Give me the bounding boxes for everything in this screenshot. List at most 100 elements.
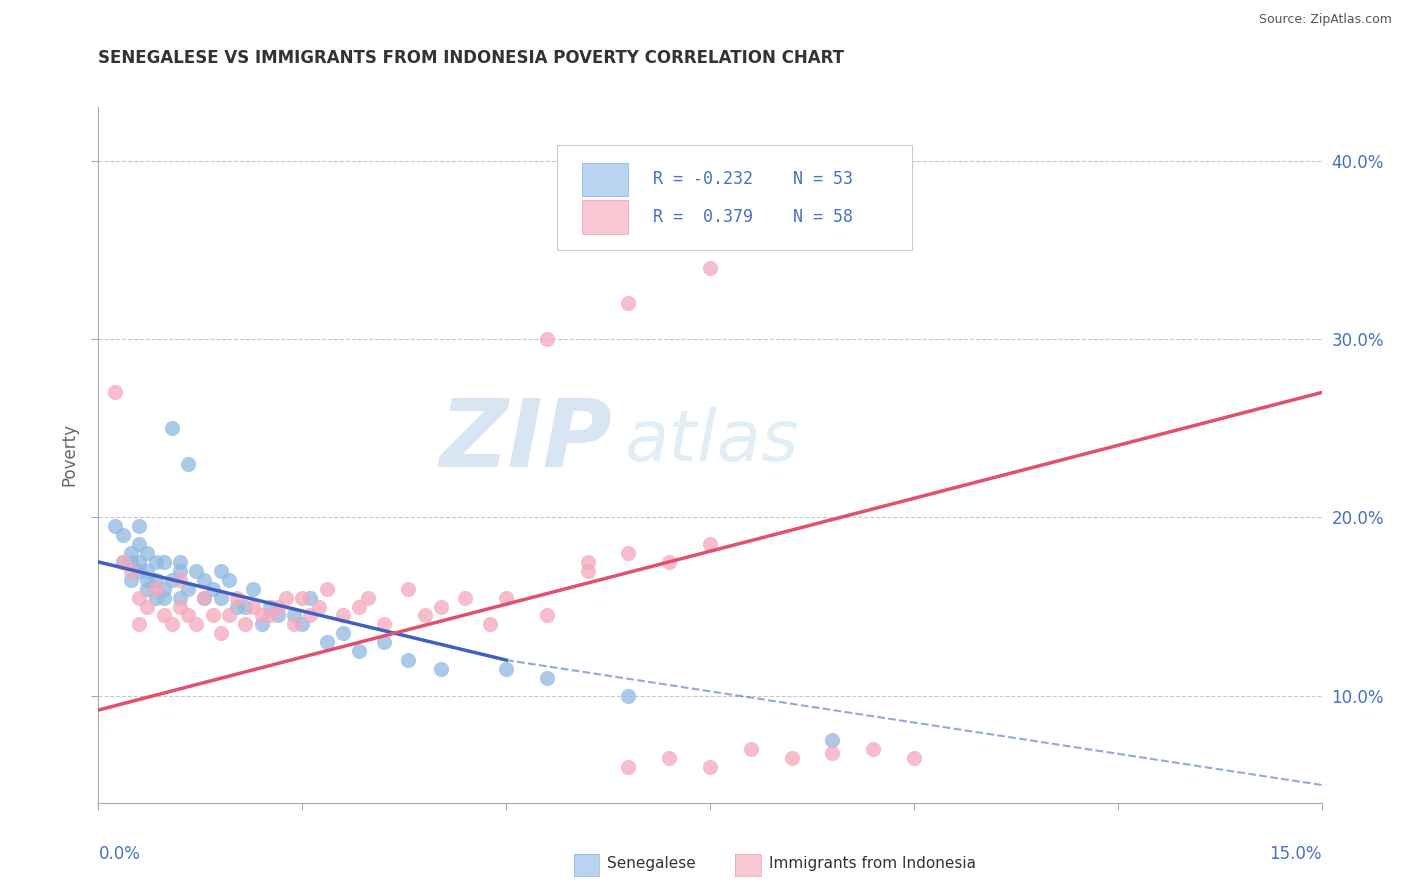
Point: [111, 528, 134, 542]
Text: atlas: atlas: [624, 407, 799, 475]
Point: [308, 599, 330, 614]
Point: [160, 421, 183, 435]
Point: [259, 608, 281, 623]
Point: [356, 591, 378, 605]
Point: [495, 662, 517, 676]
Point: [128, 564, 150, 578]
Point: [152, 555, 174, 569]
Point: [233, 617, 256, 632]
Point: [699, 537, 721, 551]
Point: [413, 608, 436, 623]
Text: 0.0%: 0.0%: [98, 845, 141, 863]
Point: [169, 591, 191, 605]
Point: [193, 591, 215, 605]
Point: [291, 617, 314, 632]
Point: [396, 582, 419, 596]
Point: [128, 555, 150, 569]
Point: [226, 599, 249, 614]
Point: [201, 608, 224, 623]
Point: [169, 555, 191, 569]
Point: [658, 751, 681, 765]
Point: [299, 591, 322, 605]
Point: [111, 555, 134, 569]
Point: [454, 591, 477, 605]
Point: [821, 733, 844, 747]
Point: [283, 617, 305, 632]
Point: [218, 573, 240, 587]
FancyBboxPatch shape: [557, 145, 912, 250]
Point: [120, 555, 142, 569]
Point: [242, 582, 264, 596]
Point: [699, 260, 721, 275]
Point: [136, 573, 159, 587]
Point: [315, 635, 337, 649]
Point: [120, 573, 142, 587]
Text: R =  0.379: R = 0.379: [652, 208, 752, 226]
Point: [169, 599, 191, 614]
Point: [209, 591, 232, 605]
Text: ZIP: ZIP: [439, 395, 612, 487]
Point: [186, 564, 208, 578]
Point: [617, 296, 640, 310]
FancyBboxPatch shape: [582, 162, 628, 196]
Point: [903, 751, 925, 765]
Point: [315, 582, 337, 596]
Point: [373, 617, 395, 632]
Point: [267, 599, 290, 614]
Point: [152, 608, 174, 623]
Point: [396, 653, 419, 667]
Point: [201, 582, 224, 596]
Point: [332, 626, 354, 640]
Point: [128, 591, 150, 605]
Point: [128, 617, 150, 632]
Point: [373, 635, 395, 649]
Point: [193, 591, 215, 605]
Text: 15.0%: 15.0%: [1270, 845, 1322, 863]
Point: [349, 599, 371, 614]
Point: [169, 564, 191, 578]
Point: [145, 582, 167, 596]
Point: [536, 608, 558, 623]
Point: [186, 617, 208, 632]
Point: [209, 564, 232, 578]
Point: [536, 332, 558, 346]
Point: [136, 582, 159, 596]
Point: [111, 555, 134, 569]
Point: [136, 599, 159, 614]
Point: [617, 689, 640, 703]
Point: [495, 591, 517, 605]
Point: [430, 662, 453, 676]
Point: [576, 564, 599, 578]
Point: [821, 171, 844, 186]
Point: [332, 608, 354, 623]
Point: [152, 582, 174, 596]
Point: [160, 617, 183, 632]
Text: R = -0.232: R = -0.232: [652, 170, 752, 188]
Point: [104, 519, 127, 533]
Point: [283, 608, 305, 623]
Text: N = 58: N = 58: [793, 208, 853, 226]
Point: [430, 599, 453, 614]
Point: [145, 573, 167, 587]
Point: [193, 573, 215, 587]
Point: [136, 564, 159, 578]
Point: [145, 555, 167, 569]
Point: [780, 751, 803, 765]
Point: [699, 760, 721, 774]
Point: [120, 564, 142, 578]
Point: [128, 537, 150, 551]
Point: [259, 599, 281, 614]
Point: [242, 599, 264, 614]
Point: [740, 742, 762, 756]
Point: [291, 591, 314, 605]
Point: [177, 582, 200, 596]
Point: [152, 591, 174, 605]
Text: Source: ZipAtlas.com: Source: ZipAtlas.com: [1258, 13, 1392, 27]
Point: [136, 546, 159, 560]
Point: [104, 385, 127, 400]
Point: [209, 626, 232, 640]
Point: [862, 742, 884, 756]
Point: [226, 591, 249, 605]
Point: [145, 591, 167, 605]
Text: N = 53: N = 53: [793, 170, 853, 188]
